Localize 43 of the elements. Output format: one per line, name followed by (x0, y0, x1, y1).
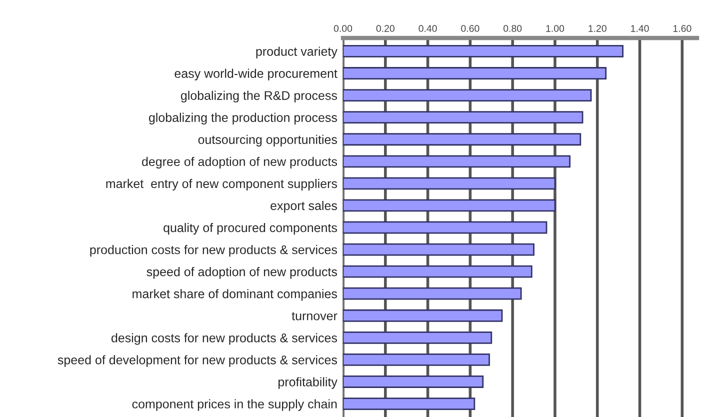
bar (343, 111, 584, 124)
y-tick-label: outsourcing opportunities (198, 134, 338, 146)
y-tick-label: component prices in the supply chain (132, 399, 337, 411)
y-tick-label: speed of adoption of new products (146, 267, 338, 279)
x-tick-label: 1.20 (588, 25, 606, 32)
y-tick-label: market entry of new component suppliers (106, 178, 338, 191)
y-tick-label: easy world-wide procurement (174, 68, 338, 80)
y-tick-label: product variety (256, 46, 338, 58)
y-tick-label: quality of procured components (164, 222, 338, 235)
y-tick-label: export sales (270, 200, 337, 213)
bar (343, 155, 571, 168)
x-tick-label: 0.20 (376, 25, 394, 32)
x-tick-label: 0.60 (461, 25, 480, 32)
bar (343, 287, 522, 300)
x-tick-label: 0.80 (504, 25, 522, 32)
bar (343, 309, 503, 322)
bar (343, 265, 532, 278)
y-tick-label: production costs for new products & services (90, 245, 338, 257)
bar (343, 376, 484, 388)
x-tick-label: 1.60 (673, 25, 692, 32)
x-tick-label: 0.40 (418, 25, 437, 32)
y-tick-label: globalizing the production process (148, 112, 338, 124)
bar (343, 354, 490, 366)
y-tick-label: design costs for new products & services (111, 333, 338, 345)
bar (343, 199, 556, 212)
bar (343, 45, 624, 58)
bar (343, 331, 492, 344)
x-tick-label: 1.00 (546, 25, 564, 32)
y-tick-label: turnover (292, 312, 338, 320)
y-tick-label: profitability (278, 377, 338, 389)
bar (343, 67, 607, 80)
bar (343, 398, 476, 410)
x-tick-label: 1.40 (631, 25, 649, 32)
bar (343, 89, 592, 102)
y-tick-label: market share of dominant companies (132, 289, 338, 301)
bar (343, 221, 548, 234)
bar (343, 243, 534, 256)
y-tick-label: globalizing the R&D process (180, 90, 337, 102)
bar (343, 133, 582, 146)
y-tick-label: speed of development for new products & services (58, 355, 338, 367)
y-tick-label: degree of adoption of new products (142, 156, 338, 169)
bar (343, 177, 556, 190)
x-tick-label: 0.00 (334, 25, 352, 32)
